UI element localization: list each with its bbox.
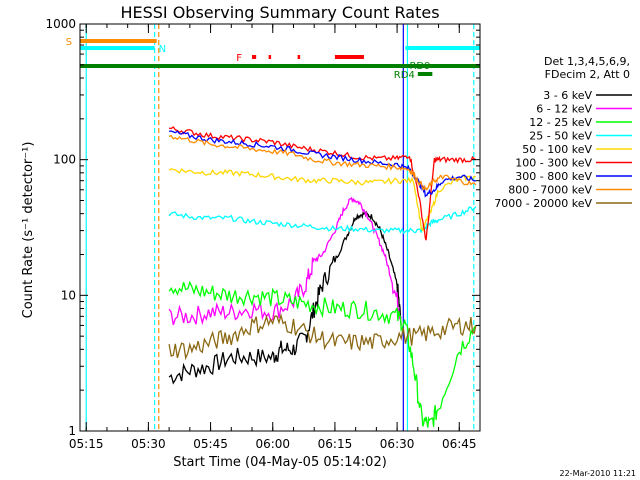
- series-line-3: [168, 206, 477, 235]
- flag-label-n: N: [159, 44, 166, 55]
- legend-label-0: 3 - 6 keV: [543, 89, 592, 102]
- series-line-7: [168, 134, 477, 191]
- flag-label-f: F: [236, 53, 242, 64]
- legend-label-8: 7000 - 20000 keV: [494, 197, 592, 210]
- legend-label-4: 50 - 100 keV: [522, 143, 592, 156]
- y-tick-label-3: 1000: [45, 17, 76, 31]
- series-lines: [168, 126, 477, 428]
- y-axis-label: Count Rate (s⁻¹ detector⁻¹): [21, 142, 36, 319]
- series-line-8: [168, 313, 477, 361]
- vertical-markers: [85, 24, 475, 431]
- series-line-6: [169, 130, 476, 198]
- x-axis-ticks: 05:15 05:30 05:45 06:00 06:15 06:30 06:45: [69, 24, 481, 451]
- legend-label-1: 6 - 12 keV: [536, 103, 592, 116]
- flag-label-rd9: RD9: [409, 61, 430, 72]
- x-tick-label-0: 05:15: [69, 437, 104, 451]
- x-tick-label-1: 05:30: [131, 437, 166, 451]
- y-tick-label-2: 100: [53, 153, 76, 167]
- series-line-1: [168, 196, 402, 326]
- legend-label-7: 800 - 7000 keV: [508, 184, 592, 197]
- y-tick-label-0: 1: [68, 424, 76, 438]
- footer-date: 22-Mar-2010 11:21: [560, 469, 637, 478]
- x-tick-label-3: 06:00: [255, 437, 290, 451]
- legend-header-line-1: Det 1,3,4,5,6,9,: [544, 55, 630, 68]
- series-line-2: [168, 280, 477, 428]
- y-axis-ticks: 1 10 100 1000: [45, 17, 480, 438]
- legend-label-5: 100 - 300 keV: [515, 157, 592, 170]
- flag-label-s: S: [66, 37, 72, 48]
- chart-title: HESSI Observing Summary Count Rates: [120, 3, 439, 22]
- series-line-4: [168, 168, 476, 232]
- legend-label-6: 300 - 800 keV: [515, 170, 592, 183]
- legend-header-line-2: FDecim 2, Att 0: [545, 68, 630, 81]
- x-tick-label-5: 06:30: [380, 437, 415, 451]
- legend-label-3: 25 - 50 keV: [529, 130, 592, 143]
- flag-label-rd4: RD4: [394, 70, 415, 81]
- plot-frame: [79, 23, 481, 432]
- x-tick-label-2: 05:45: [193, 437, 228, 451]
- series-line-5: [169, 126, 477, 241]
- x-axis-label: Start Time (04-May-05 05:14:02): [173, 455, 387, 470]
- x-tick-label-6: 06:45: [442, 437, 477, 451]
- series-line-0: [168, 210, 402, 385]
- x-tick-label-4: 06:15: [318, 437, 353, 451]
- y-tick-label-1: 10: [61, 288, 76, 302]
- legend-label-2: 12 - 25 keV: [529, 116, 592, 129]
